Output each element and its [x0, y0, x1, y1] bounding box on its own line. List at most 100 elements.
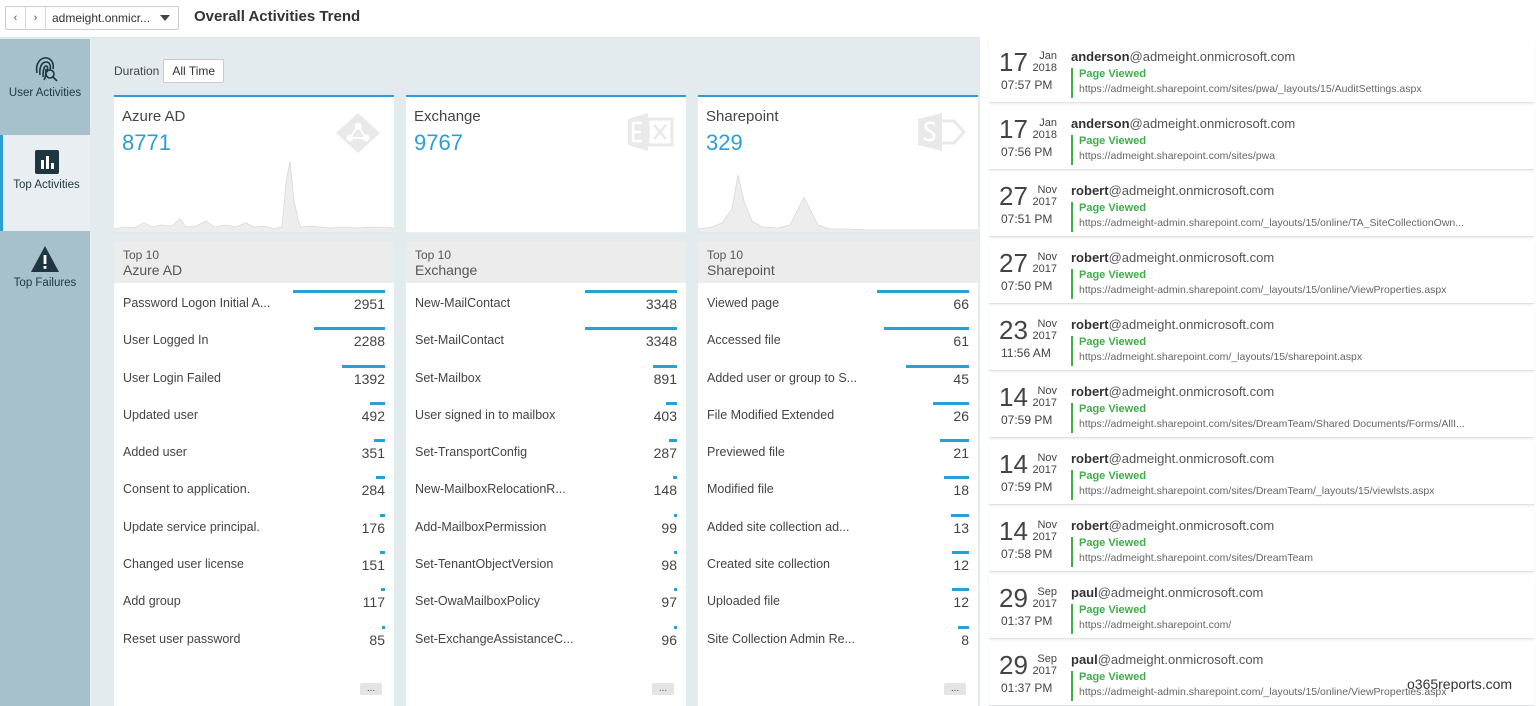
list-item[interactable]: User Logged In 2288 — [114, 320, 394, 357]
list-item[interactable]: User Login Failed 1392 — [114, 358, 394, 395]
list-item[interactable]: Consent to application. 284 — [114, 469, 394, 506]
list-item[interactable]: Update service principal. 176 — [114, 507, 394, 544]
sidebar-item-top-activities[interactable]: Top Activities — [0, 135, 90, 231]
list-item[interactable]: Add group 117 — [114, 581, 394, 618]
list-item[interactable]: User signed in to mailbox 403 — [406, 395, 686, 432]
value-bar — [342, 364, 385, 368]
list-item[interactable]: Add-MailboxPermission 99 — [406, 507, 686, 544]
activity-label: Site Collection Admin Re... — [707, 631, 855, 646]
activity-count: 492 — [361, 407, 385, 424]
activity-label: Added user or group to S... — [707, 370, 858, 385]
activity-user: paul@admeight.onmicrosoft.com — [1071, 585, 1263, 600]
activity-item[interactable]: 23 Nov 2017 11:56 AM Page Viewed https://adme… — [989, 308, 1534, 371]
list-item[interactable]: Set-TransportConfig 287 — [406, 432, 686, 469]
activity-item[interactable]: 14 Nov 2017 07:59 PM Page Viewed https://adme… — [989, 442, 1534, 505]
value-bar — [380, 551, 385, 555]
list-item[interactable]: Set-MailContact 3348 — [406, 320, 686, 357]
status-line — [1071, 269, 1073, 299]
more-button[interactable]: ... — [652, 683, 674, 695]
top10-rows: New-MailContact 3348 Set-MailContact 3348 Se… — [406, 283, 686, 656]
value-bar — [381, 588, 385, 592]
list-item[interactable]: Modified file 18 — [698, 469, 978, 506]
list-item[interactable]: Changed user license 151 — [114, 544, 394, 581]
activity-time: 01:37 PM — [1001, 614, 1053, 628]
activity-url: https://admeight.sharepoint.com/sites/Dr… — [1079, 552, 1314, 564]
tenant-label: admeight.onmicr... — [52, 11, 151, 25]
value-bar — [293, 290, 385, 293]
activity-time: 01:37 PM — [1001, 681, 1053, 695]
activity-count: 26 — [953, 407, 969, 424]
list-item[interactable]: New-MailboxRelocationR... 148 — [406, 469, 686, 506]
list-item[interactable]: Set-OwaMailboxPolicy 97 — [406, 581, 686, 618]
list-item[interactable]: New-MailContact 3348 — [406, 283, 686, 320]
activity-url: https://admeight.sharepoint.com/sites/pw… — [1079, 83, 1422, 95]
top10-rows: Viewed page 66 Accessed file 61 Added user o… — [698, 283, 978, 656]
sharepoint-card[interactable]: Sharepoint 329 — [698, 95, 978, 233]
activity-user: robert@admeight.onmicrosoft.com — [1071, 384, 1274, 399]
activity-label: User signed in to mailbox — [415, 407, 556, 422]
duration-filter: Duration All Time — [114, 59, 225, 83]
tenant-dropdown[interactable]: admeight.onmicr... — [46, 7, 178, 29]
activity-url: https://admeight-admin.sharepoint.com/_l… — [1079, 284, 1447, 296]
activity-user: anderson@admeight.onmicrosoft.com — [1071, 116, 1295, 131]
list-item[interactable]: Added site collection ad... 13 — [698, 507, 978, 544]
activity-item[interactable]: 29 Sep 2017 01:37 PM Page Viewed https://adme… — [989, 643, 1534, 706]
activity-feed: 17 Jan 2018 07:57 PM Page Viewed https://adme… — [989, 40, 1534, 706]
activity-month: Nov — [1037, 184, 1057, 196]
activity-action: Page Viewed — [1079, 135, 1147, 147]
activity-item[interactable]: 17 Jan 2018 07:56 PM Page Viewed https://adme… — [989, 107, 1534, 170]
sidebar-item-top-failures[interactable]: Top Failures — [0, 231, 90, 327]
list-item[interactable]: Uploaded file 12 — [698, 581, 978, 618]
list-item[interactable]: Set-ExchangeAssistanceC... 96 — [406, 619, 686, 656]
list-item[interactable]: Created site collection 12 — [698, 544, 978, 581]
list-item[interactable]: Previewed file 21 — [698, 432, 978, 469]
activity-item[interactable]: 29 Sep 2017 01:37 PM Page Viewed https://adme… — [989, 576, 1534, 639]
sidebar: User Activities Top Activities Top Failu… — [0, 39, 90, 706]
activity-item[interactable]: 27 Nov 2017 07:51 PM Page Viewed https://adme… — [989, 174, 1534, 237]
back-button[interactable]: ‹ — [6, 7, 26, 29]
activity-count: 21 — [953, 445, 969, 462]
azure-ad-card[interactable]: Azure AD 8771 — [114, 95, 394, 233]
list-item[interactable]: Updated user 492 — [114, 395, 394, 432]
list-item[interactable]: Accessed file 61 — [698, 320, 978, 357]
value-bar — [674, 625, 677, 629]
activity-count: 66 — [953, 296, 969, 312]
list-item[interactable]: Reset user password 85 — [114, 619, 394, 656]
activity-item[interactable]: 27 Nov 2017 07:50 PM Page Viewed https://adme… — [989, 241, 1534, 304]
more-button[interactable]: ... — [360, 683, 382, 695]
activity-count: 351 — [361, 445, 385, 462]
activity-count: 287 — [653, 445, 677, 462]
activity-day: 14 — [999, 516, 1028, 546]
list-item[interactable]: Password Logon Initial A... 2951 — [114, 283, 394, 320]
more-button[interactable]: ... — [944, 683, 966, 695]
activity-count: 45 — [953, 370, 969, 387]
activity-item[interactable]: 14 Nov 2017 07:59 PM Page Viewed https://adme… — [989, 375, 1534, 438]
sharepoint-icon — [918, 113, 966, 151]
user-name: paul — [1071, 585, 1098, 600]
list-item[interactable]: File Modified Extended 26 — [698, 395, 978, 432]
status-line — [1071, 671, 1073, 701]
list-item[interactable]: Added user or group to S... 45 — [698, 358, 978, 395]
activity-month: Nov — [1037, 452, 1057, 464]
list-item[interactable]: Viewed page 66 — [698, 283, 978, 320]
activity-item[interactable]: 17 Jan 2018 07:57 PM Page Viewed https://adme… — [989, 40, 1534, 103]
list-item[interactable]: Set-Mailbox 891 — [406, 358, 686, 395]
forward-button[interactable]: › — [26, 7, 46, 29]
activity-label: Add-MailboxPermission — [415, 519, 547, 534]
azure-ad-icon — [336, 113, 380, 153]
sidebar-item-user-activities[interactable]: User Activities — [0, 39, 90, 135]
azure-ad-top10-panel: Top 10 Azure AD Password Logon Initial A… — [114, 241, 394, 706]
activity-day: 29 — [999, 650, 1028, 680]
activity-count: 117 — [362, 594, 385, 611]
list-item[interactable]: Added user 351 — [114, 432, 394, 469]
exchange-card[interactable]: Exchange 9767 — [406, 95, 686, 233]
activity-item[interactable]: 14 Nov 2017 07:58 PM Page Viewed https://adme… — [989, 509, 1534, 572]
list-item[interactable]: Site Collection Admin Re... 8 — [698, 619, 978, 656]
duration-button[interactable]: All Time — [163, 59, 225, 83]
user-name: robert — [1071, 384, 1109, 399]
activity-user: robert@admeight.onmicrosoft.com — [1071, 317, 1274, 332]
user-domain: @admeight.onmicrosoft.com — [1129, 49, 1296, 64]
activity-count: 99 — [661, 519, 677, 536]
activity-time: 07:59 PM — [1001, 413, 1053, 427]
list-item[interactable]: Set-TenantObjectVersion 98 — [406, 544, 686, 581]
